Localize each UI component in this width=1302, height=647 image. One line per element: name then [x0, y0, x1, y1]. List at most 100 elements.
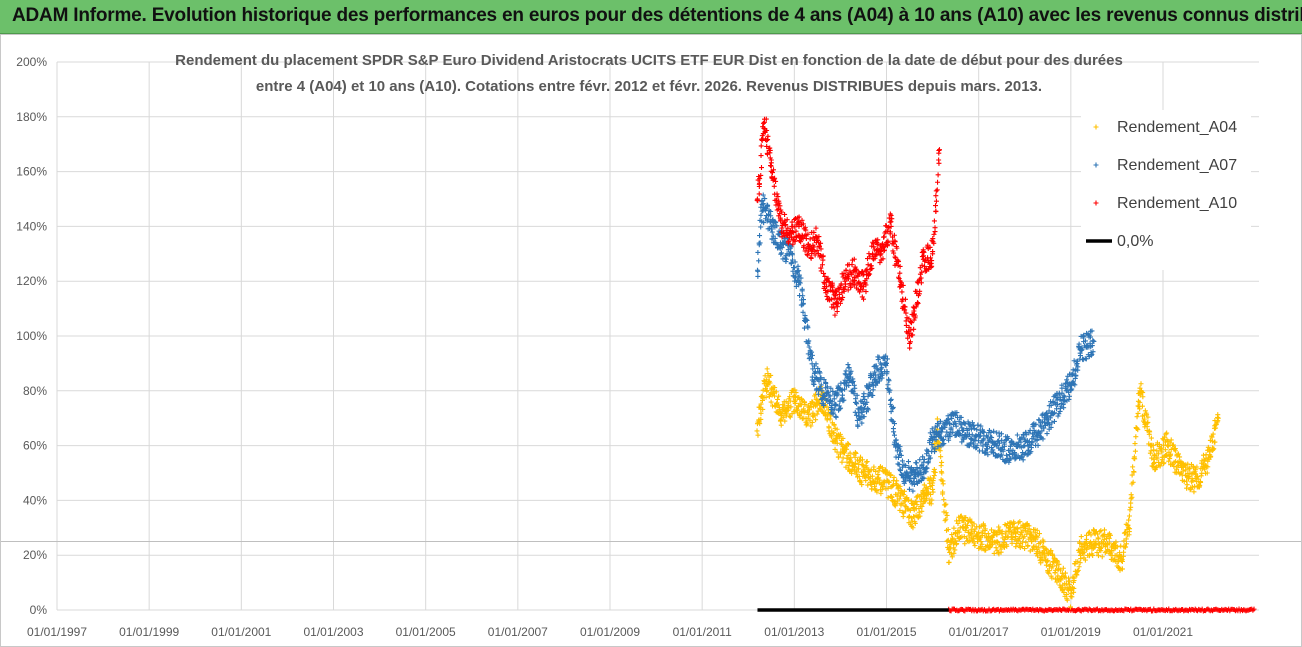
series-rendement-a07-point: [1089, 328, 1095, 334]
series-rendement-a04-point: [998, 549, 1004, 555]
series-rendement-a07-point: [948, 426, 954, 432]
series-rendement-a07-point: [1020, 457, 1026, 463]
series-rendement-a07-point: [898, 452, 904, 458]
series-rendement-a10-point: [772, 175, 778, 181]
series-rendement-a04-point: [1184, 485, 1190, 491]
x-tick-label: 01/01/2009: [580, 625, 640, 639]
series-rendement-a07-point: [990, 449, 996, 455]
series-rendement-a07-point: [980, 443, 986, 449]
series-rendement-a04-point: [1145, 414, 1151, 420]
series-rendement-a07-point: [809, 349, 815, 355]
series-rendement-a07-point: [768, 213, 774, 219]
series-rendement-a07-point: [772, 218, 778, 224]
report-banner-title: ADAM Informe. Evolution historique des p…: [12, 5, 1302, 26]
series-rendement-a04-point: [951, 525, 957, 531]
series-rendement-a10-point: [771, 183, 777, 189]
series-rendement-a10-point: [764, 137, 770, 143]
series-rendement-a10-point: [903, 318, 909, 324]
series-rendement-a10-point: [851, 256, 857, 262]
series-rendement-a04-point: [1061, 589, 1067, 595]
series-rendement-a10-point: [758, 172, 764, 178]
series-rendement-a10-point: [839, 297, 845, 303]
series-rendement-a04-point: [803, 422, 809, 428]
series-rendement-a10-point: [929, 263, 935, 269]
series-rendement-a10-point: [905, 335, 911, 341]
series-rendement-a10-point: [872, 255, 878, 261]
series-rendement-a10-point: [918, 275, 924, 281]
series-rendement-a07-point: [925, 460, 931, 466]
series-rendement-a04-point: [1078, 556, 1084, 562]
series-rendement-a04-point: [955, 520, 961, 526]
series-rendement-a04-point: [844, 459, 850, 465]
y-tick-label: 0%: [30, 603, 48, 617]
series-rendement-a04-point: [1134, 414, 1140, 420]
series-rendement-a07-point: [809, 352, 815, 358]
series-rendement-a10-point: [820, 254, 826, 260]
series-rendement-a07-point: [871, 377, 877, 383]
x-tick-label: 01/01/2021: [1133, 625, 1193, 639]
legend-label: Rendement_A10: [1117, 195, 1237, 212]
series-rendement-a04-point: [782, 418, 788, 424]
series-rendement-a07-point: [833, 413, 839, 419]
series-rendement-a04-point: [914, 501, 920, 507]
series-rendement-a10-point: [832, 312, 838, 318]
series-rendement-a04-point: [1028, 529, 1034, 535]
series-rendement-a10-point: [932, 229, 938, 235]
series-rendement-a10-point: [758, 143, 764, 149]
series-rendement-a07-point: [810, 366, 816, 372]
series-rendement-a07-point: [1019, 454, 1025, 460]
series-rendement-a10-point: [900, 282, 906, 288]
series-rendement-a04-point: [834, 426, 840, 432]
series-rendement-a04-point: [768, 399, 774, 405]
series-rendement-a07-point: [1059, 390, 1065, 396]
series-rendement-a07-point: [1028, 445, 1034, 451]
series-rendement-a04-point: [1074, 568, 1080, 574]
series-rendement-a04-point: [911, 514, 917, 520]
series-rendement-a10-point: [758, 165, 764, 171]
series-rendement-a04-point: [1132, 448, 1138, 454]
series-rendement-a07-point: [806, 344, 812, 350]
series-rendement-a04-point: [1001, 541, 1007, 547]
series-rendement-a07-point: [899, 458, 905, 464]
series-rendement-a10-point: [765, 133, 771, 139]
series-rendement-a04-point: [1180, 468, 1186, 474]
series-rendement-a04-point: [1087, 529, 1093, 535]
series-rendement-a04-point: [1114, 544, 1120, 550]
series-rendement-a04-point: [1175, 451, 1181, 457]
series-rendement-a07-point: [788, 260, 794, 266]
series-rendement-a07-point: [905, 459, 911, 465]
series-rendement-a04-point: [1159, 449, 1165, 455]
series-rendement-a10-point: [934, 187, 940, 193]
series-rendement-a04-point: [1194, 464, 1200, 470]
series-rendement-a07-point: [1062, 394, 1068, 400]
series-rendement-a07-point: [949, 415, 955, 421]
series-rendement-a07-point: [904, 470, 910, 476]
series-rendement-a04-point: [1007, 525, 1013, 531]
series-rendement-a04-point: [916, 509, 922, 515]
legend-swatch: [1093, 162, 1099, 168]
series-rendement-a07-point: [799, 288, 805, 294]
series-rendement-a10-point: [811, 229, 817, 235]
series-rendement-a10-point: [758, 153, 764, 159]
series-rendement-a07-point: [978, 423, 984, 429]
series-rendement-a10-point: [827, 287, 833, 293]
series-rendement-a04-point: [810, 413, 816, 419]
y-axis-ticks: 0% 20% 40% 60% 80% 100% 120% 140% 160% 180% 200%: [16, 55, 47, 617]
series-rendement-a10-point: [931, 218, 937, 224]
series-rendement-a04-point: [852, 449, 858, 455]
series-rendement-a04-point: [1157, 463, 1163, 469]
series-rendement-a07-point: [1064, 377, 1070, 383]
series-rendement-a04-point: [778, 422, 784, 428]
series-rendement-a04-point: [1147, 429, 1153, 435]
series-rendement-a04-point: [942, 502, 948, 508]
series-rendement-a07-point: [914, 465, 920, 471]
series-rendement-a04-point: [954, 541, 960, 547]
series-rendement-a04-point: [1056, 561, 1062, 567]
series-rendement-a07-point: [903, 463, 909, 469]
series-rendement-a07-point: [765, 216, 771, 222]
series-rendement-a04-point: [813, 417, 819, 423]
series-a10-point: [1250, 607, 1256, 613]
series-rendement-a10-point: [822, 281, 828, 287]
series-rendement-a07-point: [1082, 338, 1088, 344]
series-rendement-a10-point: [857, 289, 863, 295]
